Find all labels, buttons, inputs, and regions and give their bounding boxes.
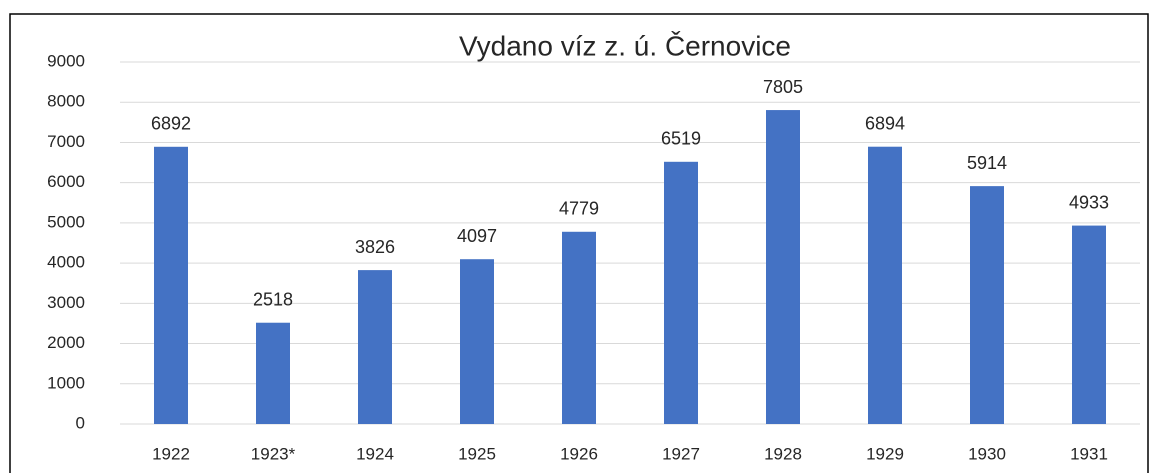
x-tick-label: 1924 (356, 444, 394, 463)
y-tick-label: 2000 (47, 333, 85, 352)
bar (1072, 225, 1106, 424)
y-tick-label: 5000 (47, 212, 85, 231)
y-tick-label: 1000 (47, 373, 85, 392)
data-label: 6892 (151, 114, 191, 134)
bar (460, 259, 494, 424)
data-label: 3826 (355, 237, 395, 257)
data-label: 4779 (559, 199, 599, 219)
bar (562, 231, 596, 424)
data-label: 4933 (1069, 192, 1109, 212)
data-label: 6894 (865, 113, 905, 133)
y-tick-label: 4000 (47, 253, 85, 272)
x-tick-label: 1925 (458, 444, 496, 463)
bar (766, 110, 800, 424)
data-label: 7805 (763, 77, 803, 97)
bar (154, 146, 188, 424)
data-label: 5914 (967, 153, 1007, 173)
y-tick-label: 3000 (47, 293, 85, 312)
x-tick-label: 1931 (1070, 444, 1108, 463)
x-tick-label: 1922 (152, 444, 190, 463)
data-label: 4097 (457, 226, 497, 246)
x-tick-label: 1926 (560, 444, 598, 463)
chart-title: Vydano víz z. ú. Černovice (459, 30, 791, 61)
y-tick-label: 9000 (47, 51, 85, 70)
x-tick-label: 1928 (764, 444, 802, 463)
y-tick-label: 0 (76, 413, 85, 432)
x-tick-label: 1929 (866, 444, 904, 463)
bar (358, 270, 392, 424)
x-tick-label: 1923* (251, 444, 296, 463)
bar (256, 322, 290, 424)
bar (868, 146, 902, 424)
data-label: 6519 (661, 129, 701, 149)
y-tick-label: 8000 (47, 92, 85, 111)
x-tick-label: 1927 (662, 444, 700, 463)
y-tick-label: 7000 (47, 132, 85, 151)
y-tick-label: 6000 (47, 172, 85, 191)
bar (970, 186, 1004, 424)
x-tick-label: 1930 (968, 444, 1006, 463)
data-label: 2518 (253, 289, 293, 309)
bar (664, 161, 698, 425)
